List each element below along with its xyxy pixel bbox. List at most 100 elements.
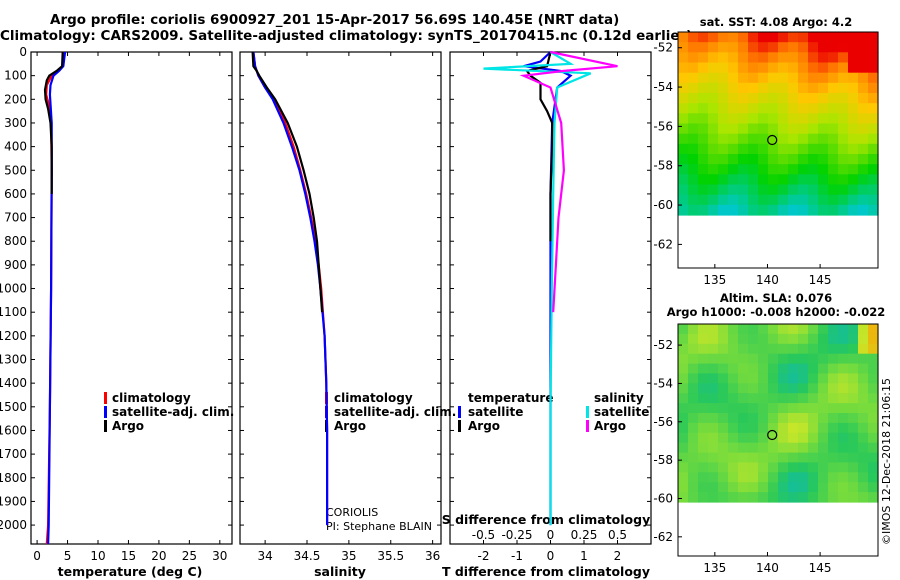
map-cell: [868, 383, 879, 394]
salinity-xlabel: salinity: [314, 564, 366, 579]
map-cell: [868, 194, 879, 206]
map-cell: [718, 363, 729, 375]
map-cell: [788, 204, 799, 216]
map-cell: [748, 432, 759, 444]
map-cell: [828, 452, 839, 464]
map-cell: [728, 32, 739, 43]
x-tick-label: 20: [151, 549, 166, 563]
map-cell: [858, 113, 869, 125]
map-cell: [788, 343, 799, 355]
map-cell: [778, 452, 789, 464]
map-cell: [738, 42, 749, 53]
map-cell: [698, 113, 709, 125]
map-cell: [868, 103, 879, 114]
x2-tick-label: -0.25: [501, 528, 532, 542]
map-cell: [708, 82, 719, 94]
map-cell: [678, 422, 689, 434]
map-cell: [848, 324, 859, 335]
map-cell: [758, 363, 769, 375]
legend-label-sal-argo: Argo: [594, 419, 626, 433]
map-cell: [688, 472, 699, 483]
map-cell: [728, 422, 739, 434]
map-cell: [718, 432, 729, 444]
map-cell: [858, 194, 869, 206]
y-tick-label: 800: [4, 234, 27, 248]
map-cell: [758, 442, 769, 454]
map-cell: [678, 204, 689, 216]
map-cell: [758, 194, 769, 206]
map-cell: [738, 462, 749, 473]
map-cell: [808, 113, 819, 125]
map-cell: [738, 393, 749, 404]
map-cell: [808, 324, 819, 335]
map-cell: [688, 164, 699, 175]
map-cell: [748, 93, 759, 104]
map-cell: [768, 422, 779, 434]
map-cell: [698, 72, 709, 84]
map-cell: [788, 103, 799, 114]
y-tick-label: 1100: [0, 305, 27, 319]
map-cell: [728, 343, 739, 355]
map-y-tick-label: -52: [653, 338, 673, 352]
map-cell: [848, 42, 859, 53]
map-cell: [778, 154, 789, 165]
map-cell: [748, 82, 759, 94]
map-cell: [868, 403, 879, 414]
map-cell: [688, 442, 699, 454]
map-cell: [838, 492, 849, 503]
map-cell: [838, 333, 849, 345]
map-cell: [778, 133, 789, 145]
map-cell: [748, 62, 759, 74]
map-cell: [798, 62, 809, 74]
x-tick-label: 0: [547, 549, 555, 563]
map-cell: [688, 133, 699, 145]
map-cell: [758, 184, 769, 196]
map-cell: [688, 93, 699, 104]
map-cell: [708, 432, 719, 444]
map-cell: [798, 52, 809, 64]
map-cell: [818, 62, 829, 74]
map-cell: [828, 462, 839, 473]
map-cell: [698, 184, 709, 196]
map-cell: [698, 103, 709, 114]
map-cell: [708, 32, 719, 43]
map-cell: [768, 62, 779, 74]
map-cell: [828, 113, 839, 125]
map-y-tick-label: -60: [653, 198, 673, 212]
series-line-salinity-satellite: [483, 51, 592, 526]
map-cell: [698, 143, 709, 155]
map-cell: [788, 492, 799, 503]
map-cell: [698, 324, 709, 335]
map-cell: [758, 333, 769, 345]
map-cell: [718, 123, 729, 135]
map-cell: [778, 324, 789, 335]
map-cell: [788, 164, 799, 175]
map-cell: [768, 32, 779, 43]
map-cell: [758, 343, 769, 355]
map-cell: [828, 184, 839, 196]
map-cell: [768, 383, 779, 394]
map-cell: [818, 363, 829, 375]
map-cell: [828, 194, 839, 206]
map-cell: [738, 174, 749, 186]
map-cell: [868, 442, 879, 454]
map-cell: [798, 194, 809, 206]
map-cell: [748, 32, 759, 43]
map-cell: [818, 143, 829, 155]
map-cell: [778, 184, 789, 196]
map-cell: [778, 343, 789, 355]
temperature-legend: climatology satellite-adj. clim. Argo: [104, 391, 234, 433]
map-cell: [678, 324, 689, 335]
map-cell: [758, 353, 769, 365]
map-cell: [698, 452, 709, 464]
map-cell: [808, 143, 819, 155]
map-cell: [858, 72, 869, 84]
map-cell: [708, 343, 719, 355]
map-cell: [778, 143, 789, 155]
map-cell: [768, 154, 779, 165]
map-cell: [818, 174, 829, 186]
map-cell: [778, 353, 789, 365]
map-cell: [728, 472, 739, 483]
map-cell: [788, 333, 799, 345]
map-cell: [838, 194, 849, 206]
